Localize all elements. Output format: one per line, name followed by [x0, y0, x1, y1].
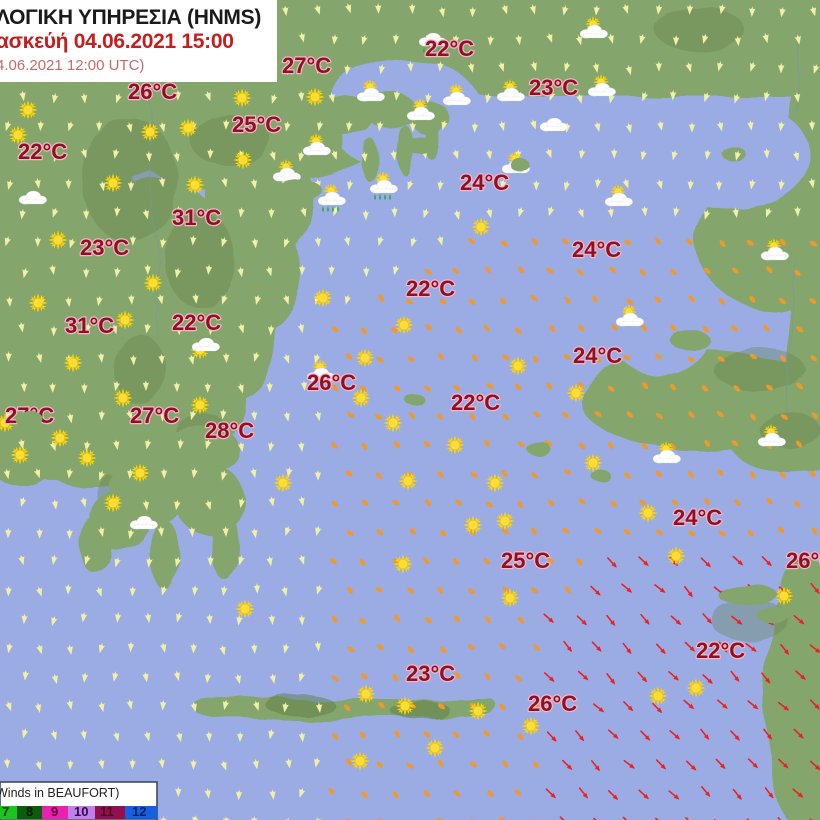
svg-text:9: 9 — [51, 804, 58, 819]
svg-text:28°C: 28°C — [205, 418, 254, 443]
svg-text:31°C: 31°C — [172, 205, 221, 230]
svg-text:11: 11 — [100, 804, 114, 819]
svg-text:24°C: 24°C — [460, 170, 509, 195]
svg-text:Winds in BEAUFORT): Winds in BEAUFORT) — [0, 786, 119, 800]
svg-text:25°C: 25°C — [501, 548, 550, 573]
svg-text:22°C: 22°C — [172, 310, 221, 335]
svg-text:4.06.2021 12:00 UTC): 4.06.2021 12:00 UTC) — [0, 57, 144, 74]
svg-text:27°C: 27°C — [282, 53, 331, 78]
svg-text:24°C: 24°C — [572, 237, 621, 262]
svg-text:ασκεύή 04.06.2021 15:00: ασκεύή 04.06.2021 15:00 — [0, 30, 234, 53]
svg-text:23°C: 23°C — [80, 235, 129, 260]
svg-text:12: 12 — [132, 804, 146, 819]
svg-text:25°C: 25°C — [232, 112, 281, 137]
svg-text:26°C: 26°C — [307, 370, 356, 395]
svg-text:10: 10 — [74, 804, 88, 819]
svg-text:26°C: 26°C — [128, 79, 177, 104]
svg-text:26°C: 26°C — [528, 691, 577, 716]
svg-text:8: 8 — [26, 804, 33, 819]
svg-text:31°C: 31°C — [65, 313, 114, 338]
svg-text:23°C: 23°C — [406, 661, 455, 686]
svg-text:22°C: 22°C — [696, 638, 745, 663]
svg-text:26°C: 26°C — [786, 548, 820, 573]
svg-text:27°C: 27°C — [130, 403, 179, 428]
svg-text:22°C: 22°C — [18, 139, 67, 164]
svg-text:ΛΟΓΙΚΗ ΥΠΗΡΕΣΙΑ (ΗΝΜS): ΛΟΓΙΚΗ ΥΠΗΡΕΣΙΑ (ΗΝΜS) — [0, 6, 261, 29]
svg-text:22°C: 22°C — [425, 36, 474, 61]
svg-text:22°C: 22°C — [406, 276, 455, 301]
svg-text:24°C: 24°C — [573, 343, 622, 368]
svg-text:7: 7 — [2, 804, 9, 819]
svg-text:22°C: 22°C — [451, 390, 500, 415]
svg-text:24°C: 24°C — [673, 505, 722, 530]
svg-text:23°C: 23°C — [529, 75, 578, 100]
